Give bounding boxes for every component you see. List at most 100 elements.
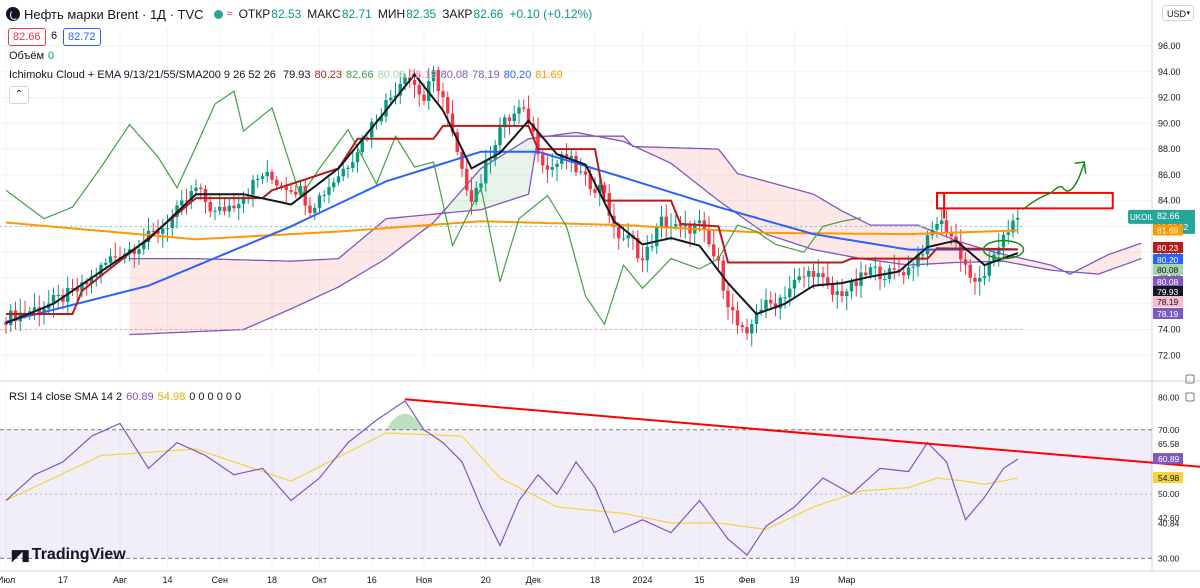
- ema55-line: [5, 150, 1018, 323]
- cloud-segment: [129, 258, 135, 335]
- cloud-segment: [846, 213, 852, 257]
- indicator-price-label: [1153, 296, 1183, 307]
- candle-body: [712, 244, 716, 257]
- candle-body: [816, 273, 820, 277]
- candle-body: [864, 272, 868, 276]
- candle-body: [308, 205, 312, 213]
- candle-body: [507, 117, 512, 122]
- pane-settings-icon[interactable]: [1185, 392, 1195, 402]
- cloud-segment: [1032, 260, 1037, 268]
- cloud-segment: [704, 148, 709, 194]
- time-tick-label: 2024: [632, 575, 652, 585]
- cloud-segment: [675, 147, 681, 171]
- cloud-segment: [314, 259, 320, 298]
- rsi-value-label: [1153, 472, 1183, 484]
- cloud-segment: [728, 161, 733, 211]
- candle-body: [526, 108, 531, 124]
- chevron-up-icon: ⌃: [14, 89, 24, 100]
- candle-body: [512, 113, 516, 122]
- candle-body: [1006, 232, 1010, 235]
- candle: [474, 181, 478, 206]
- support-ellipse-annotation[interactable]: [982, 239, 1025, 260]
- candle: [408, 68, 412, 88]
- rsi-tick-label: 42.60: [1158, 513, 1180, 523]
- candle: [488, 146, 493, 174]
- candle: [626, 223, 630, 248]
- ichimoku-legend[interactable]: Ichimoku Cloud + EMA 9/13/21/55/SMA200 9…: [9, 69, 571, 81]
- candle-body: [588, 174, 592, 190]
- cloud-segment: [390, 217, 396, 256]
- rsi-legend[interactable]: RSI 14 close SMA 14 2 60.89 54.98 0 0 0 0 0…: [9, 391, 245, 403]
- candle-body: [341, 168, 345, 177]
- candle-body: [564, 154, 569, 159]
- candle-body: [750, 324, 754, 334]
- volume-label: Объём: [9, 50, 45, 62]
- cloud-segment: [219, 259, 225, 331]
- cloud-segment: [248, 260, 253, 328]
- maximize-pane-icon[interactable]: [1185, 374, 1195, 384]
- candle-body: [826, 277, 830, 285]
- indicator-price-label: [1153, 308, 1183, 319]
- ask-price-button[interactable]: 82.72: [63, 28, 101, 46]
- cloud-segment: [718, 149, 724, 204]
- candle-body: [545, 165, 550, 170]
- candle: [982, 264, 987, 286]
- candle-body: [251, 179, 255, 195]
- cloud-segment: [490, 159, 496, 207]
- candle-body: [213, 210, 217, 212]
- candle-body: [636, 237, 640, 259]
- candle-body: [56, 294, 60, 296]
- candle: [203, 185, 208, 214]
- candle-body: [982, 276, 987, 278]
- candle-body: [735, 310, 740, 326]
- candle-body: [583, 171, 588, 175]
- candle: [707, 216, 711, 248]
- indicator-price-value: 81.69: [1157, 225, 1179, 235]
- candle-body: [384, 100, 388, 117]
- cloud-segment: [732, 167, 738, 215]
- cloud-segment: [1131, 244, 1137, 263]
- indicator-price-value: 80.20: [1157, 255, 1179, 265]
- candle-body: [498, 127, 502, 146]
- symbol-title[interactable]: Нефть марки Brent · 1Д · TVC: [24, 6, 204, 22]
- wave-icon: ≈: [226, 8, 233, 20]
- candle-body: [788, 288, 792, 298]
- price-tick-label: 86.00: [1158, 170, 1181, 180]
- time-axis: Июл 17 Авг 14 Сен 18 Окт 16 Ноя 20 Дек 18 2024 15 Фев 1…: [0, 575, 856, 585]
- candle: [341, 164, 345, 182]
- rsi-trendline-annotation[interactable]: [404, 398, 1200, 468]
- ichimoku-value: 78.19: [409, 69, 437, 81]
- price-change: +0.10 (+0.12%): [509, 7, 593, 21]
- candle: [545, 153, 550, 183]
- candle: [959, 229, 963, 273]
- cloud-segment: [367, 230, 372, 270]
- candle: [370, 118, 374, 149]
- candle-body: [85, 282, 89, 285]
- bid-price-button[interactable]: 82.66: [8, 28, 46, 46]
- volume-legend[interactable]: Объём 0: [9, 50, 58, 62]
- cloud-segment: [813, 194, 819, 251]
- candle: [13, 301, 18, 330]
- candle-body: [731, 307, 735, 311]
- candle: [465, 160, 469, 196]
- cloud-segment: [1093, 259, 1099, 275]
- candle: [284, 177, 288, 203]
- candle-body: [194, 187, 198, 192]
- cloud-segment: [210, 259, 215, 331]
- candle-body: [944, 220, 949, 233]
- candle: [260, 172, 265, 185]
- currency-button[interactable]: USD ▾: [1162, 5, 1194, 21]
- candle-body: [146, 230, 151, 243]
- candle: [170, 209, 174, 237]
- cloud-segment: [371, 226, 377, 268]
- candle-body: [835, 291, 839, 295]
- collapse-legend-button[interactable]: ⌃: [9, 86, 29, 104]
- candle-body: [740, 325, 744, 328]
- market-status-icon: [213, 9, 223, 19]
- tradingview-logo[interactable]: ◤▮ TradingView: [12, 546, 126, 564]
- cloud-segment: [661, 147, 667, 162]
- candle-body: [70, 288, 75, 290]
- symbol-header: Нефть марки Brent · 1Д · TVC ≈ ОТКР 82.5…: [6, 4, 598, 24]
- forecast-arrow-annotation[interactable]: [1022, 163, 1085, 211]
- indicator-price-value: 80.08: [1157, 277, 1179, 287]
